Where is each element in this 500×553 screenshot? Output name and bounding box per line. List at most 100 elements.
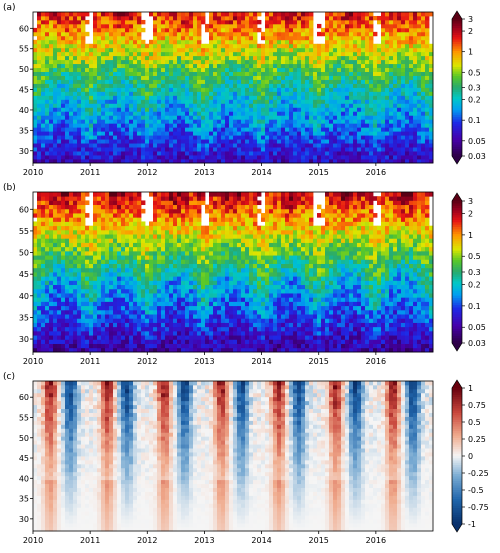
heatmap-cell bbox=[269, 47, 274, 53]
heatmap-cell bbox=[293, 31, 298, 37]
heatmap-cell bbox=[301, 87, 306, 92]
heatmap-cell bbox=[185, 19, 190, 25]
heatmap-cell bbox=[73, 221, 78, 227]
heatmap-cell bbox=[225, 47, 230, 53]
heatmap-cell bbox=[329, 83, 334, 88]
heatmap-cell bbox=[421, 19, 426, 25]
heatmap-cell bbox=[85, 326, 90, 332]
colorbar-segment bbox=[452, 108, 462, 111]
heatmap-cell bbox=[317, 119, 322, 124]
heatmap-cell bbox=[93, 119, 98, 124]
heatmap-cell bbox=[417, 39, 422, 45]
heatmap-cell bbox=[97, 83, 102, 88]
heatmap-cell bbox=[85, 272, 90, 277]
heatmap-cell bbox=[425, 115, 430, 120]
heatmap-cell bbox=[149, 322, 154, 328]
heatmap-cell bbox=[121, 155, 126, 160]
heatmap-cell bbox=[121, 115, 126, 120]
heatmap-cell bbox=[113, 347, 118, 353]
heatmap-cell bbox=[241, 107, 246, 112]
heatmap-cell bbox=[301, 23, 306, 29]
heatmap-cell bbox=[57, 131, 62, 136]
heatmap-cell bbox=[41, 246, 46, 252]
heatmap-cell bbox=[93, 91, 98, 96]
heatmap-cell bbox=[257, 103, 262, 108]
heatmap-cell bbox=[73, 99, 78, 104]
heatmap-cell bbox=[105, 272, 110, 277]
heatmap-cell bbox=[81, 79, 86, 84]
heatmap-cell bbox=[77, 71, 82, 76]
heatmap-cell bbox=[33, 127, 38, 132]
heatmap-cell bbox=[393, 23, 398, 29]
heatmap-cell bbox=[69, 255, 74, 260]
heatmap-cell bbox=[149, 99, 154, 104]
heatmap-cell bbox=[85, 91, 90, 96]
heatmap-cell bbox=[241, 115, 246, 120]
heatmap-cell bbox=[85, 99, 90, 104]
colorbar-segment bbox=[452, 114, 462, 118]
heatmap-cell bbox=[393, 147, 398, 152]
heatmap-cell bbox=[293, 15, 298, 21]
heatmap-cell bbox=[289, 127, 294, 132]
heatmap-cell bbox=[305, 159, 310, 164]
heatmap-cell bbox=[325, 35, 330, 41]
heatmap-cell bbox=[381, 99, 386, 104]
heatmap-cell bbox=[141, 288, 146, 294]
heatmap-cell bbox=[97, 139, 102, 144]
heatmap-cell bbox=[353, 151, 358, 156]
heatmap-cell bbox=[49, 192, 54, 197]
heatmap-cell bbox=[225, 67, 230, 72]
heatmap-cell bbox=[173, 35, 178, 41]
heatmap-cell bbox=[293, 155, 298, 160]
heatmap-cell bbox=[317, 115, 322, 120]
heatmap-cell bbox=[309, 95, 314, 100]
heatmap-cell bbox=[37, 159, 42, 164]
heatmap-cell bbox=[377, 19, 382, 25]
heatmap-cell bbox=[369, 107, 374, 112]
heatmap-cell bbox=[93, 23, 98, 29]
colorbar-segment bbox=[452, 103, 462, 107]
heatmap-cell bbox=[345, 151, 350, 156]
heatmap-cell bbox=[217, 75, 222, 80]
heatmap-cell bbox=[161, 159, 166, 164]
heatmap-cell bbox=[265, 123, 270, 128]
heatmap-cell bbox=[209, 127, 214, 132]
heatmap-cell bbox=[293, 123, 298, 128]
heatmap-cell bbox=[121, 67, 126, 72]
heatmap-cell bbox=[121, 335, 126, 340]
heatmap-cell bbox=[409, 71, 414, 76]
heatmap-cell bbox=[205, 159, 210, 164]
heatmap-cell bbox=[345, 159, 350, 164]
heatmap-cell bbox=[49, 63, 54, 69]
heatmap-cell bbox=[425, 47, 430, 53]
heatmap-cell bbox=[173, 119, 178, 124]
heatmap-cell bbox=[393, 119, 398, 124]
heatmap-cell bbox=[269, 43, 274, 49]
heatmap-cell bbox=[277, 19, 282, 25]
heatmap-cell bbox=[169, 12, 174, 17]
heatmap-cell bbox=[257, 75, 262, 80]
heatmap-cell bbox=[405, 119, 410, 124]
heatmap-cell bbox=[129, 217, 134, 222]
heatmap-cell bbox=[357, 55, 362, 61]
heatmap-cell bbox=[93, 47, 98, 53]
heatmap-cell bbox=[69, 103, 74, 108]
heatmap-cell bbox=[41, 272, 46, 277]
heatmap-cell bbox=[193, 51, 198, 57]
heatmap-cell bbox=[149, 63, 154, 69]
heatmap-cell bbox=[37, 322, 42, 328]
colorbar-segment bbox=[452, 53, 462, 56]
heatmap-cell bbox=[41, 322, 46, 328]
heatmap-cell bbox=[69, 107, 74, 112]
heatmap-cell bbox=[109, 238, 114, 243]
panel-b: (b) 30 35 40 45 50 55 60 2010 2011 2012 … bbox=[3, 183, 486, 366]
heatmap-cell bbox=[285, 115, 290, 120]
heatmap-cell bbox=[125, 23, 130, 29]
heatmap-cell bbox=[225, 19, 230, 25]
heatmap-cell bbox=[53, 213, 58, 218]
heatmap-cell bbox=[229, 131, 234, 136]
heatmap-cell bbox=[45, 59, 50, 65]
heatmap-cell bbox=[89, 135, 94, 140]
heatmap-cell bbox=[33, 326, 38, 332]
heatmap-cell bbox=[249, 27, 254, 33]
